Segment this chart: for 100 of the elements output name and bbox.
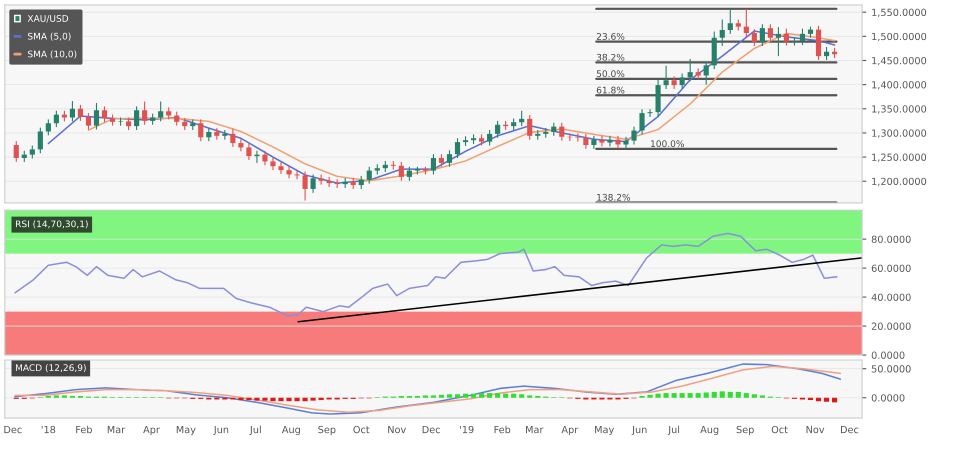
candlestick bbox=[543, 128, 548, 138]
candlestick bbox=[760, 24, 765, 47]
y-tick-label: 50.0000 bbox=[872, 365, 911, 373]
bar bbox=[462, 394, 468, 398]
bar bbox=[294, 398, 300, 402]
candlestick bbox=[110, 114, 116, 126]
candlestick bbox=[150, 113, 156, 126]
bar bbox=[470, 394, 476, 398]
bar bbox=[503, 394, 508, 398]
y-tick-label: 1,400.0000 bbox=[872, 81, 926, 90]
candlestick bbox=[406, 166, 412, 182]
candlestick bbox=[238, 138, 244, 152]
bar bbox=[454, 394, 460, 398]
candlestick bbox=[270, 157, 276, 171]
candlestick bbox=[350, 177, 356, 190]
bar bbox=[478, 393, 484, 398]
annotation: 38.2% bbox=[596, 54, 624, 61]
candlestick bbox=[519, 110, 524, 127]
x-tick-label: Apr bbox=[561, 426, 578, 436]
bar bbox=[238, 398, 244, 400]
candlestick bbox=[664, 65, 669, 90]
y-tick-label: 1,500.0000 bbox=[872, 32, 926, 42]
y-tick-label: 40.0000 bbox=[872, 294, 911, 301]
candlestick bbox=[54, 110, 59, 128]
candlestick bbox=[535, 129, 540, 140]
bar bbox=[286, 398, 292, 402]
candlestick bbox=[14, 140, 19, 162]
bar bbox=[688, 393, 693, 398]
candlestick bbox=[190, 118, 196, 131]
y-tick-label: 1,350.0000 bbox=[872, 105, 926, 114]
x-tick-label: Feb bbox=[494, 426, 510, 434]
candlestick bbox=[744, 8, 749, 38]
y-tick-label: 20.0000 bbox=[872, 322, 911, 330]
legend-label: SMA (10,0) bbox=[28, 50, 76, 58]
x-tick-label: '19 bbox=[460, 426, 474, 434]
y-tick-label: 80.0000 bbox=[872, 236, 911, 243]
bar bbox=[487, 393, 492, 398]
candlestick bbox=[487, 129, 492, 146]
candlestick bbox=[222, 129, 228, 140]
x-tick-label: Aug bbox=[700, 426, 718, 436]
candlestick bbox=[672, 76, 677, 90]
candlestick bbox=[206, 128, 212, 142]
candlestick bbox=[752, 28, 757, 47]
x-tick-label: Dec bbox=[841, 426, 858, 434]
candlestick bbox=[326, 176, 332, 188]
candlestick bbox=[639, 108, 645, 135]
candlestick bbox=[704, 60, 709, 86]
candlestick bbox=[438, 154, 444, 168]
x-tick-label: Mar bbox=[108, 426, 126, 434]
candlestick bbox=[246, 142, 252, 161]
candlestick bbox=[599, 135, 604, 148]
chart-title: MACD (12,26,9) bbox=[16, 364, 86, 372]
candlestick bbox=[607, 135, 613, 148]
candlestick bbox=[495, 120, 500, 138]
bar bbox=[832, 398, 838, 402]
bar bbox=[262, 398, 268, 401]
bar bbox=[495, 393, 500, 398]
candlestick bbox=[342, 177, 348, 189]
annotation: 61.8% bbox=[596, 86, 624, 94]
y-tick-label: 1,450.0000 bbox=[872, 56, 926, 66]
candlestick bbox=[78, 104, 84, 122]
candlestick bbox=[70, 100, 75, 122]
y-tick-label: 0.0000 bbox=[872, 352, 904, 359]
candlestick bbox=[470, 134, 476, 145]
candlestick bbox=[174, 111, 180, 126]
x-tick-label: Sep bbox=[318, 426, 336, 436]
candlestick bbox=[278, 162, 284, 175]
candlestick bbox=[631, 126, 637, 146]
candlestick bbox=[62, 110, 67, 122]
candlestick bbox=[382, 160, 388, 173]
bar bbox=[824, 398, 830, 402]
y-tick-label: 60.0000 bbox=[872, 264, 911, 272]
candlestick bbox=[86, 112, 92, 130]
candlestick bbox=[680, 72, 685, 90]
candlestick bbox=[527, 114, 532, 140]
bar bbox=[696, 393, 701, 398]
candlestick bbox=[134, 106, 140, 131]
candlestick bbox=[776, 26, 781, 57]
x-tick-label: Dec bbox=[4, 426, 22, 434]
candlestick bbox=[166, 106, 172, 120]
candlestick bbox=[182, 117, 188, 131]
candlestick bbox=[736, 18, 741, 32]
x-tick-label: Apr bbox=[143, 426, 160, 436]
bar bbox=[808, 398, 814, 400]
x-tick-label: Jun bbox=[213, 426, 228, 436]
annotation: 100.0% bbox=[651, 140, 684, 148]
bar bbox=[527, 395, 532, 398]
x-tick-label: '18 bbox=[42, 426, 56, 434]
bar bbox=[816, 398, 822, 402]
x-tick-label: Jun bbox=[632, 426, 647, 436]
x-tick-label: Sep bbox=[736, 426, 754, 436]
bar bbox=[511, 394, 516, 398]
y-tick-label: 1,250.0000 bbox=[872, 154, 926, 162]
candlestick bbox=[688, 58, 693, 82]
bar bbox=[704, 392, 709, 398]
y-tick-label: 1,200.0000 bbox=[872, 178, 926, 186]
candlestick bbox=[310, 174, 316, 194]
x-tick-label: Dec bbox=[422, 426, 440, 434]
x-tick-label: Oct bbox=[772, 426, 788, 434]
candlestick bbox=[398, 161, 404, 182]
